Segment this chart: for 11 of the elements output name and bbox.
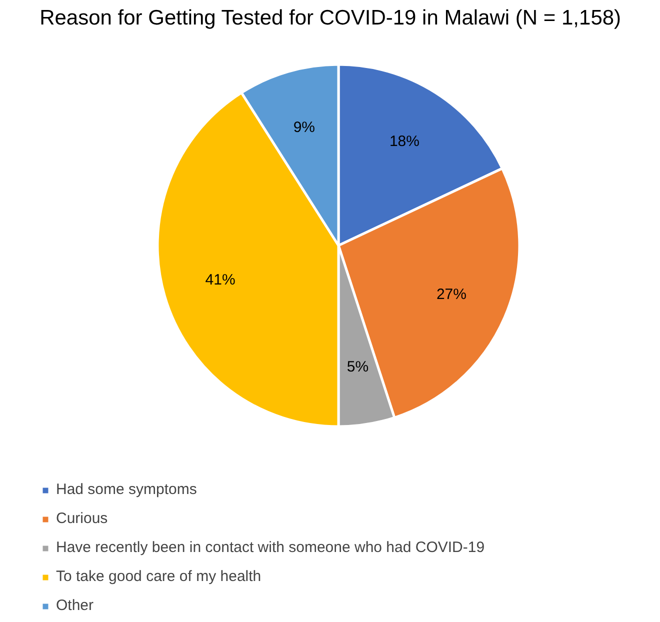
data-label: 27% (436, 286, 466, 303)
legend-label: Had some symptoms (56, 481, 197, 498)
chart-title: Reason for Getting Tested for COVID-19 in Malawi (N = 1,158) (40, 6, 622, 30)
legend-label: Have recently been in contact with someone who had COVID-19 (56, 539, 485, 556)
data-label: 18% (389, 133, 420, 150)
data-label: 5% (346, 358, 369, 376)
legend-label: Curious (56, 510, 108, 527)
legend-label: Other (56, 597, 94, 614)
legend-label: To take good care of my health (56, 568, 262, 585)
data-label: 41% (205, 271, 236, 288)
data-label: 9% (293, 118, 316, 136)
